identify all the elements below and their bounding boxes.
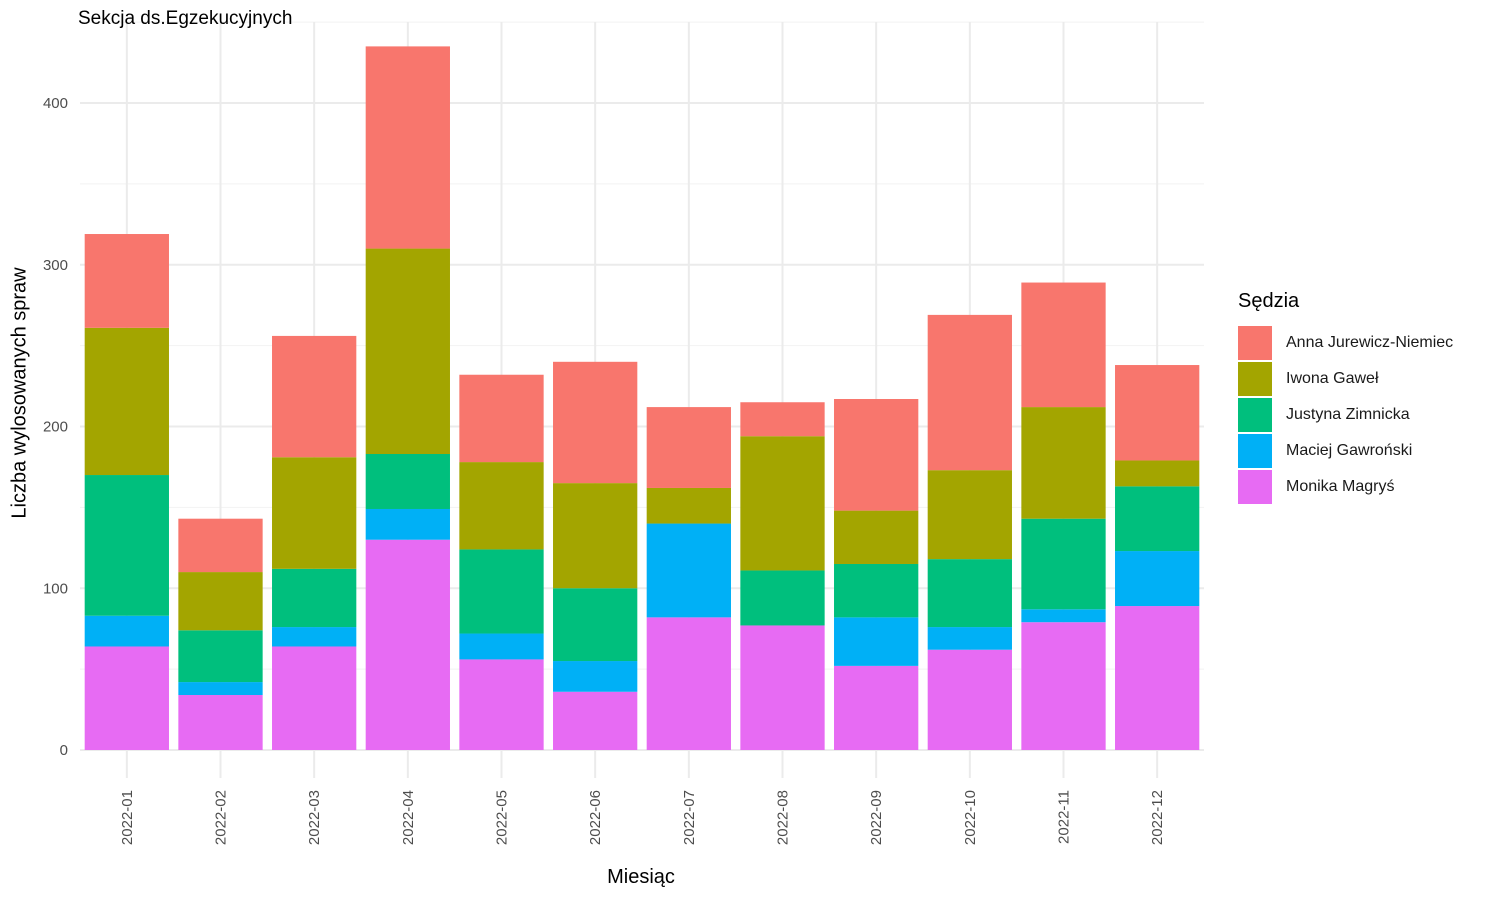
bar-segment bbox=[834, 563, 919, 618]
x-tick-label: 2022-12 bbox=[1149, 790, 1166, 845]
bar-segment bbox=[834, 510, 919, 564]
bar-segment bbox=[365, 248, 450, 454]
bar-segment bbox=[1021, 518, 1106, 610]
bar-segment bbox=[84, 646, 169, 750]
bar-segment bbox=[459, 633, 544, 660]
bar-segment bbox=[178, 518, 263, 573]
bar-segment bbox=[365, 508, 450, 540]
bar-segment bbox=[927, 627, 1012, 650]
legend-item: Monika Magryś bbox=[1238, 469, 1453, 505]
legend-label: Monika Magryś bbox=[1286, 478, 1395, 495]
x-tick-label: 2022-09 bbox=[868, 790, 885, 845]
bar-segment bbox=[459, 374, 544, 463]
y-tick-label: 0 bbox=[60, 742, 68, 759]
bar-segment bbox=[1021, 622, 1106, 750]
legend-title: Sędzia bbox=[1238, 290, 1300, 312]
legend-item: Justyna Zimnicka bbox=[1238, 397, 1453, 433]
y-tick-label: 300 bbox=[43, 257, 68, 274]
x-tick-label: 2022-02 bbox=[213, 790, 230, 845]
bar-segment bbox=[1115, 606, 1200, 750]
bar-segment bbox=[365, 453, 450, 509]
bar-segment bbox=[84, 475, 169, 616]
x-tick-label: 2022-08 bbox=[775, 790, 792, 845]
bar-segment bbox=[459, 549, 544, 634]
bar-segment bbox=[927, 559, 1012, 628]
y-tick-label: 400 bbox=[43, 95, 68, 112]
bar-segment bbox=[553, 361, 638, 484]
bar-segment bbox=[553, 588, 638, 662]
bar-segment bbox=[84, 327, 169, 476]
bar-segment bbox=[740, 402, 825, 437]
x-tick-label: 2022-10 bbox=[962, 790, 979, 845]
bar-segment bbox=[740, 625, 825, 750]
bar-segment bbox=[927, 649, 1012, 750]
legend-swatch bbox=[1238, 326, 1272, 360]
legend-swatch bbox=[1238, 470, 1272, 504]
bar-segment bbox=[927, 314, 1012, 471]
x-tick-label: 2022-03 bbox=[306, 790, 323, 845]
bar-segment bbox=[834, 665, 919, 750]
legend-label: Iwona Gaweł bbox=[1286, 370, 1379, 387]
bar-segment bbox=[646, 523, 731, 618]
bar-segment bbox=[178, 630, 263, 683]
bar-segment bbox=[553, 483, 638, 589]
bar-segment bbox=[178, 695, 263, 750]
bar-segment bbox=[646, 617, 731, 750]
legend: Sędzia Anna Jurewicz-Niemiec Iwona Gaweł… bbox=[1238, 290, 1453, 505]
bar-segment bbox=[1115, 365, 1200, 461]
x-tick-label: 2022-04 bbox=[400, 790, 417, 845]
bar-segment bbox=[459, 462, 544, 550]
bar-segment bbox=[1115, 460, 1200, 487]
legend-label: Anna Jurewicz-Niemiec bbox=[1286, 334, 1454, 351]
bar-segment bbox=[1115, 551, 1200, 607]
legend-item: Maciej Gawroński bbox=[1238, 433, 1453, 469]
x-tick-label: 2022-11 bbox=[1056, 790, 1073, 844]
legend-swatch bbox=[1238, 434, 1272, 468]
y-tick-label: 200 bbox=[43, 419, 68, 436]
x-tick-label: 2022-05 bbox=[494, 790, 511, 845]
legend-swatch bbox=[1238, 362, 1272, 396]
y-axis-label: Liczba wylosowanych spraw bbox=[8, 267, 31, 519]
x-axis-label: Miesiąc bbox=[607, 866, 675, 888]
legend-label: Maciej Gawroński bbox=[1286, 442, 1413, 459]
y-tick-label: 100 bbox=[43, 580, 68, 597]
bar-segment bbox=[1115, 486, 1200, 552]
bar-segment bbox=[834, 617, 919, 666]
bar-segment bbox=[84, 234, 169, 328]
bar-segment bbox=[1021, 609, 1106, 623]
bar-segment bbox=[740, 570, 825, 626]
legend-item: Iwona Gaweł bbox=[1238, 361, 1453, 397]
bars bbox=[84, 46, 1200, 750]
x-tick-label: 2022-06 bbox=[587, 790, 604, 845]
bar-segment bbox=[834, 399, 919, 511]
bar-segment bbox=[1021, 407, 1106, 519]
bar-segment bbox=[553, 691, 638, 750]
bar-segment bbox=[740, 436, 825, 571]
bar-segment bbox=[272, 335, 357, 458]
bar-segment bbox=[1021, 282, 1106, 408]
bar-segment bbox=[646, 407, 731, 488]
bar-segment bbox=[178, 572, 263, 631]
x-tick-label: 2022-01 bbox=[119, 790, 136, 845]
bar-segment bbox=[272, 627, 357, 647]
bar-segment bbox=[84, 615, 169, 647]
chart-title: Sekcja ds.Egzekucyjnych bbox=[78, 8, 293, 29]
bar-segment bbox=[927, 470, 1012, 560]
bar-segment bbox=[272, 646, 357, 750]
legend-swatch bbox=[1238, 398, 1272, 432]
x-axis-ticks: 2022-01 2022-02 2022-03 2022-04 2022-05 2022-… bbox=[119, 790, 1166, 845]
bar-segment bbox=[459, 659, 544, 750]
bar-segment bbox=[272, 457, 357, 569]
legend-item: Anna Jurewicz-Niemiec bbox=[1238, 325, 1453, 361]
bar-segment bbox=[178, 682, 263, 696]
bar-segment bbox=[553, 661, 638, 692]
bar-segment bbox=[365, 46, 450, 249]
bar-segment bbox=[365, 539, 450, 750]
x-tick-label: 2022-07 bbox=[681, 790, 698, 845]
y-axis-ticks: 0 100 200 300 400 bbox=[43, 95, 68, 759]
bar-segment bbox=[646, 487, 731, 524]
legend-label: Justyna Zimnicka bbox=[1286, 406, 1410, 423]
bar-segment bbox=[272, 568, 357, 628]
